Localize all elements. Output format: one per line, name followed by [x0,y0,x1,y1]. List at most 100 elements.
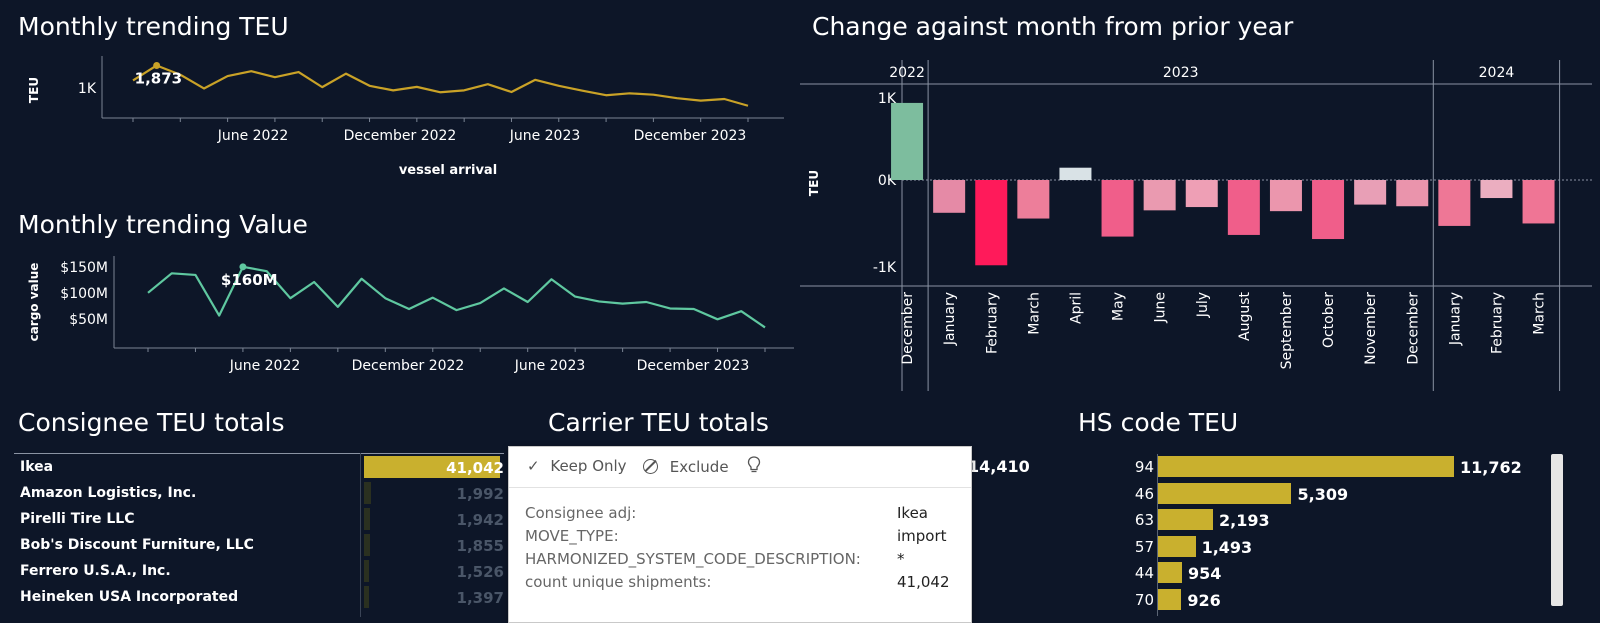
consignee-bar-cell: 1,992 [364,482,504,504]
month-label: October [1321,292,1337,348]
hs-code-label: 44 [1134,564,1154,582]
value-trend-chart[interactable]: cargo value $150M $100M $50M $160M June … [0,250,800,390]
value-y-tick-label: $150M [60,260,108,276]
consignee-bar[interactable] [364,560,370,582]
month-label: December [900,292,916,365]
hs-code-row[interactable]: 46 5,309 [1120,482,1540,506]
consignee-row[interactable]: Pirelli Tire LLC 1,942 [14,507,504,533]
hs-code-axis-line [1157,454,1158,616]
consignee-bar[interactable] [364,456,500,478]
consignee-title: Consignee TEU totals [18,408,285,437]
change-bar[interactable] [1017,180,1050,219]
value-x-tick-label: June 2022 [229,358,301,374]
change-bar[interactable] [975,180,1008,266]
change-bar[interactable] [891,102,924,180]
teu-trend-title: Monthly trending TEU [18,12,289,41]
exclude-button[interactable]: Exclude [643,457,729,476]
change-bar[interactable] [1101,180,1134,237]
change-y-tick-label: -1K [873,260,897,276]
consignee-row[interactable]: Ferrero U.S.A., Inc. 1,526 [14,559,504,585]
hs-code-bar[interactable] [1158,562,1182,583]
highlight-data-label: $160M [221,271,278,289]
change-bar[interactable] [1185,180,1218,208]
consignee-value: 1,992 [456,485,504,503]
hs-code-value: 2,193 [1219,511,1270,530]
month-label: February [984,292,1000,354]
hs-code-value: 926 [1187,590,1221,610]
consignee-name: Amazon Logistics, Inc. [20,485,197,501]
consignee-bar[interactable] [364,534,371,556]
tooltip-label: Consignee adj: [525,504,637,522]
consignee-row[interactable]: Ikea 41,042 [14,455,504,481]
change-bar[interactable] [1227,180,1260,235]
hs-code-row[interactable]: 44 954 [1120,561,1540,585]
change-bar[interactable] [1396,180,1429,207]
change-vs-prior-year-chart[interactable]: TEU 1K 0K -1K 2022 2023 2024 December Janua… [800,56,1600,396]
consignee-bar-divider [360,453,361,617]
month-label: March [1026,292,1042,335]
consignee-name: Ikea [20,459,54,475]
change-bar[interactable] [933,180,966,213]
hs-scrollbar[interactable] [1551,454,1563,606]
keep-only-button[interactable]: ✓ Keep Only [527,457,627,475]
consignee-header-line [14,453,504,454]
tooltip-toolbar: ✓ Keep Only Exclude [509,447,971,488]
teu-y-axis-label: TEU [27,77,41,103]
hs-code-row[interactable]: 94 11,762 [1120,455,1540,479]
consignee-row[interactable]: Heineken USA Incorporated 1,397 [14,585,504,611]
consignee-bar-cell: 1,942 [364,508,504,530]
consignee-bar-cell: 1,855 [364,534,504,556]
change-bar[interactable] [1269,180,1302,212]
keep-only-label: Keep Only [550,457,627,475]
change-bar[interactable] [1354,180,1387,205]
change-bar[interactable] [1522,180,1555,224]
value-line[interactable] [147,265,766,329]
hs-code-row[interactable]: 70 926 [1120,588,1540,612]
hs-code-row[interactable]: 57 1,493 [1120,535,1540,559]
value-trend-title: Monthly trending Value [18,210,308,239]
consignee-bar[interactable] [364,482,371,504]
consignee-row[interactable]: Bob's Discount Furniture, LLC 1,855 [14,533,504,559]
highlight-data-label: 1,873 [135,69,182,87]
exclude-label: Exclude [669,458,729,476]
change-bar[interactable] [1438,180,1471,226]
exclude-icon [643,459,658,474]
teu-trend-chart[interactable]: TEU 1K 1,873 June 2022 December 2022 Jun… [0,48,800,198]
tooltip-value: 41,042 [897,573,950,591]
consignee-bar[interactable] [364,508,371,530]
data-point[interactable] [239,263,247,271]
consignee-table: Ikea 41,042 Amazon Logistics, Inc. 1,992 Pir… [0,452,504,617]
month-label: September [1279,292,1295,370]
hs-code-bar[interactable] [1158,482,1292,504]
teu-line[interactable] [132,64,749,107]
change-chart-title: Change against month from prior year [812,12,1294,41]
hs-code-bar[interactable] [1158,456,1454,477]
hs-code-label: 46 [1134,484,1154,503]
value-x-tick-label: June 2023 [514,358,586,374]
consignee-bar-cell: 1,397 [364,586,504,608]
hs-code-bar[interactable] [1158,509,1214,530]
consignee-value: 1,942 [456,511,504,529]
teu-x-tick-label: December 2023 [634,128,747,144]
change-bar[interactable] [1059,167,1092,180]
teu-x-axis-label: vessel arrival [399,163,497,178]
hs-code-label: 57 [1134,537,1154,556]
consignee-row[interactable]: Amazon Logistics, Inc. 1,992 [14,481,504,507]
hs-code-bar[interactable] [1158,588,1182,610]
change-bar[interactable] [1143,180,1176,211]
change-bar[interactable] [1312,180,1345,240]
teu-x-tick-label: June 2023 [509,128,581,144]
hs-code-row[interactable]: 63 2,193 [1120,508,1540,532]
consignee-value: 1,397 [456,589,504,607]
consignee-bar-cell: 1,526 [364,560,504,582]
hs-code-label: 70 [1134,590,1154,609]
consignee-name: Heineken USA Incorporated [20,589,239,605]
lightbulb-icon[interactable] [747,456,761,478]
tooltip-label: HARMONIZED_SYSTEM_CODE_DESCRIPTION: [525,550,861,568]
change-bar[interactable] [1480,180,1513,199]
hs-code-title: HS code TEU [1078,408,1239,437]
hs-code-value: 11,762 [1460,458,1522,477]
data-point[interactable] [153,61,161,69]
hs-code-bar[interactable] [1158,535,1196,557]
consignee-bar[interactable] [364,586,369,608]
